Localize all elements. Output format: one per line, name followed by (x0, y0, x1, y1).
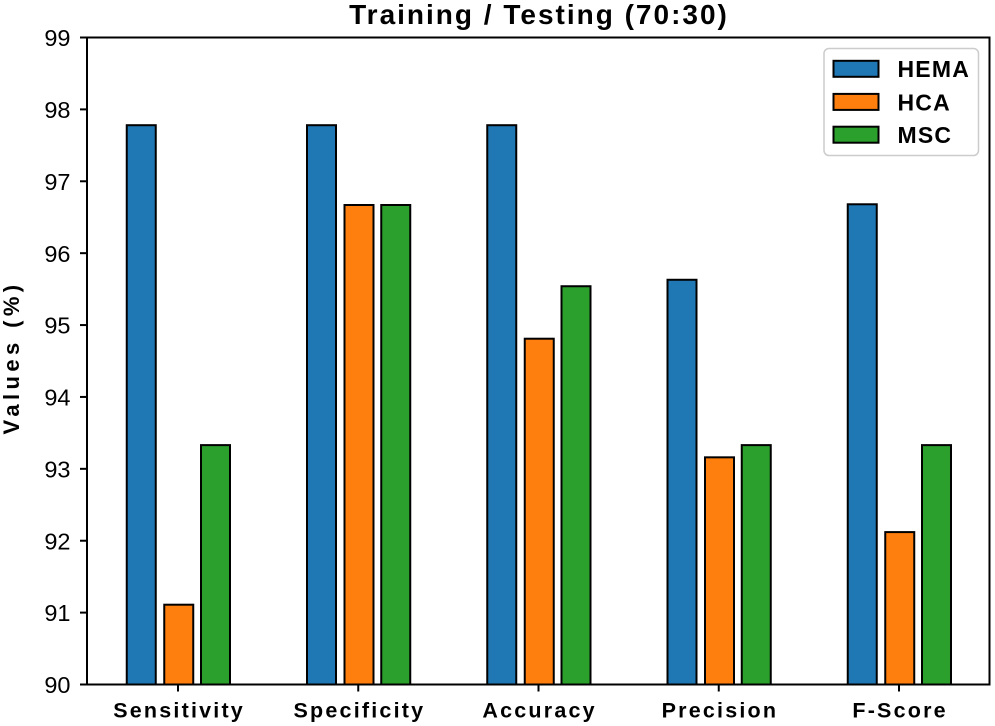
svg-text:92: 92 (44, 528, 70, 554)
svg-text:95: 95 (44, 313, 70, 339)
svg-text:90: 90 (44, 672, 70, 698)
svg-text:98: 98 (44, 97, 70, 123)
svg-text:Precision: Precision (662, 699, 779, 723)
svg-text:MSC: MSC (898, 122, 953, 148)
svg-text:Values (%): Values (%) (0, 280, 24, 434)
svg-text:Accuracy: Accuracy (482, 699, 596, 723)
svg-text:91: 91 (44, 600, 70, 626)
svg-text:Training / Testing (70:30): Training / Testing (70:30) (349, 0, 729, 30)
svg-text:F-Score: F-Score (852, 699, 947, 723)
svg-text:97: 97 (44, 169, 70, 195)
svg-text:99: 99 (44, 25, 70, 51)
svg-text:HCA: HCA (898, 89, 951, 115)
svg-text:96: 96 (44, 241, 70, 267)
svg-text:Sensitivity: Sensitivity (113, 699, 245, 723)
svg-text:HEMA: HEMA (898, 56, 971, 82)
svg-text:Specificity: Specificity (294, 699, 426, 723)
svg-text:94: 94 (44, 385, 70, 411)
svg-text:93: 93 (44, 456, 70, 482)
